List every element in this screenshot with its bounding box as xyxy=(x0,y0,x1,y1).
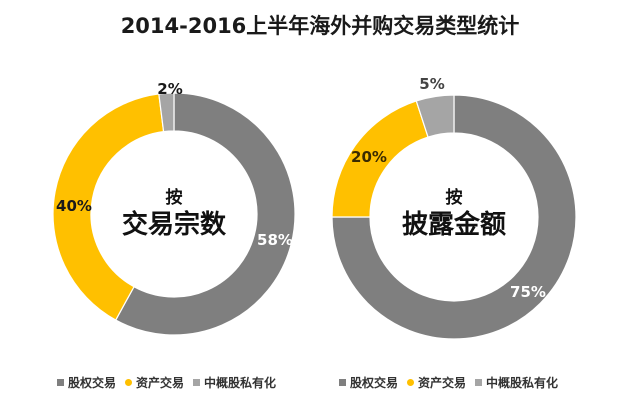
legend-label: 中概股私有化 xyxy=(486,376,559,390)
center-label-small: 按 xyxy=(446,187,463,208)
chart-title: 2014-2016上半年海外并购交易类型统计 xyxy=(120,14,520,38)
legend-left: 股权交易 资产交易 中概股私有化 xyxy=(57,374,285,391)
legend-right: 股权交易 资产交易 中概股私有化 xyxy=(339,374,567,391)
data-label: 40% xyxy=(56,197,92,215)
center-label-large: 披露金额 xyxy=(402,209,506,240)
data-label: 75% xyxy=(510,283,546,301)
legend-item: 股权交易 xyxy=(339,374,398,391)
legend-item: 中概股私有化 xyxy=(193,374,276,391)
data-label: 58% xyxy=(257,231,293,249)
legend-item: 股权交易 xyxy=(57,374,116,391)
donut-slice-中概股私有化 xyxy=(415,94,455,138)
center-label-large: 交易宗数 xyxy=(122,209,227,240)
legend-swatch xyxy=(193,379,201,386)
data-label: 2% xyxy=(157,80,182,98)
legend-item: 资产交易 xyxy=(125,374,184,391)
data-label: 5% xyxy=(419,75,444,93)
donut-slice-股权交易 xyxy=(114,92,296,336)
legend-swatch xyxy=(475,379,483,386)
center-label-small: 按 xyxy=(166,187,183,208)
legend-item: 中概股私有化 xyxy=(475,374,558,391)
legend-item: 资产交易 xyxy=(407,374,466,391)
legend-label: 股权交易 xyxy=(350,376,399,390)
donut-slice-中概股私有化 xyxy=(158,92,175,133)
legend-label: 中概股私有化 xyxy=(204,376,277,390)
legend-swatch xyxy=(339,379,346,386)
legend-swatch xyxy=(125,379,133,386)
legend-label: 资产交易 xyxy=(136,376,185,390)
legend-label: 资产交易 xyxy=(418,376,467,390)
donut-slice-股权交易 xyxy=(331,94,577,340)
legend-swatch xyxy=(407,379,415,386)
donut-slice-资产交易 xyxy=(52,93,165,321)
legend-swatch xyxy=(57,379,64,386)
data-label: 20% xyxy=(351,148,387,166)
legend-label: 股权交易 xyxy=(68,376,117,390)
